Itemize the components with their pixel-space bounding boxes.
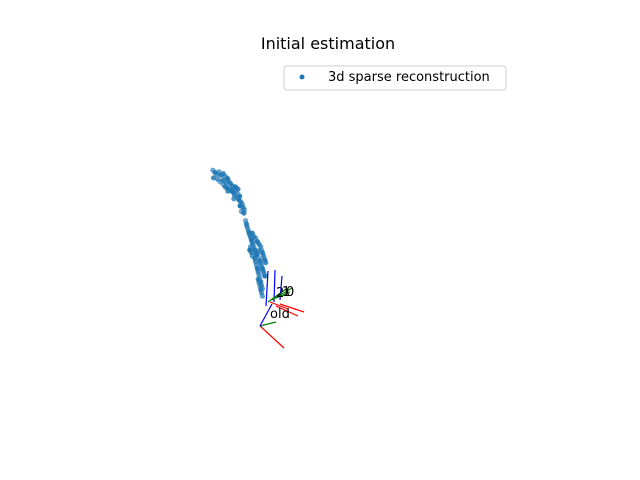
scatter-point <box>259 293 265 299</box>
scatter-point <box>249 253 255 259</box>
legend-label: 3d sparse reconstruction <box>328 70 490 85</box>
scatter-point <box>255 248 261 254</box>
scatter-point <box>263 260 269 266</box>
camera-label-0: 0 <box>286 285 294 300</box>
camera-0-z-axis <box>265 270 269 307</box>
scatter-point <box>225 188 231 194</box>
legend: 3d sparse reconstruction <box>283 65 507 91</box>
camera-0-y-axis <box>267 288 287 303</box>
camera-label-1: 1 <box>282 285 290 300</box>
scatter-point <box>221 182 227 188</box>
scatter-point <box>231 196 237 202</box>
scatter-points <box>210 167 269 299</box>
camera-0-x-axis <box>279 303 305 313</box>
camera-label-2: 2 <box>276 286 284 301</box>
chart-title: Initial estimation <box>261 34 395 53</box>
camera-old-z-axis <box>259 303 273 327</box>
camera-1-y-axis <box>271 287 293 301</box>
camera-poses: 0 1 2 old <box>259 269 305 349</box>
camera-old-x-axis <box>259 325 285 349</box>
legend-marker <box>299 74 305 80</box>
camera-2-y-axis <box>275 291 291 299</box>
scatter-point <box>241 210 247 216</box>
camera-old-y-axis <box>259 321 277 327</box>
scatter-point <box>262 273 268 279</box>
legend-frame <box>283 65 507 91</box>
scatter-point <box>235 186 241 192</box>
scatter-point <box>211 175 217 181</box>
camera-label-old: old <box>270 307 290 322</box>
camera-2-x-axis <box>269 301 289 310</box>
camera-1-z-axis <box>273 269 276 303</box>
camera-1-x-axis <box>275 305 299 317</box>
